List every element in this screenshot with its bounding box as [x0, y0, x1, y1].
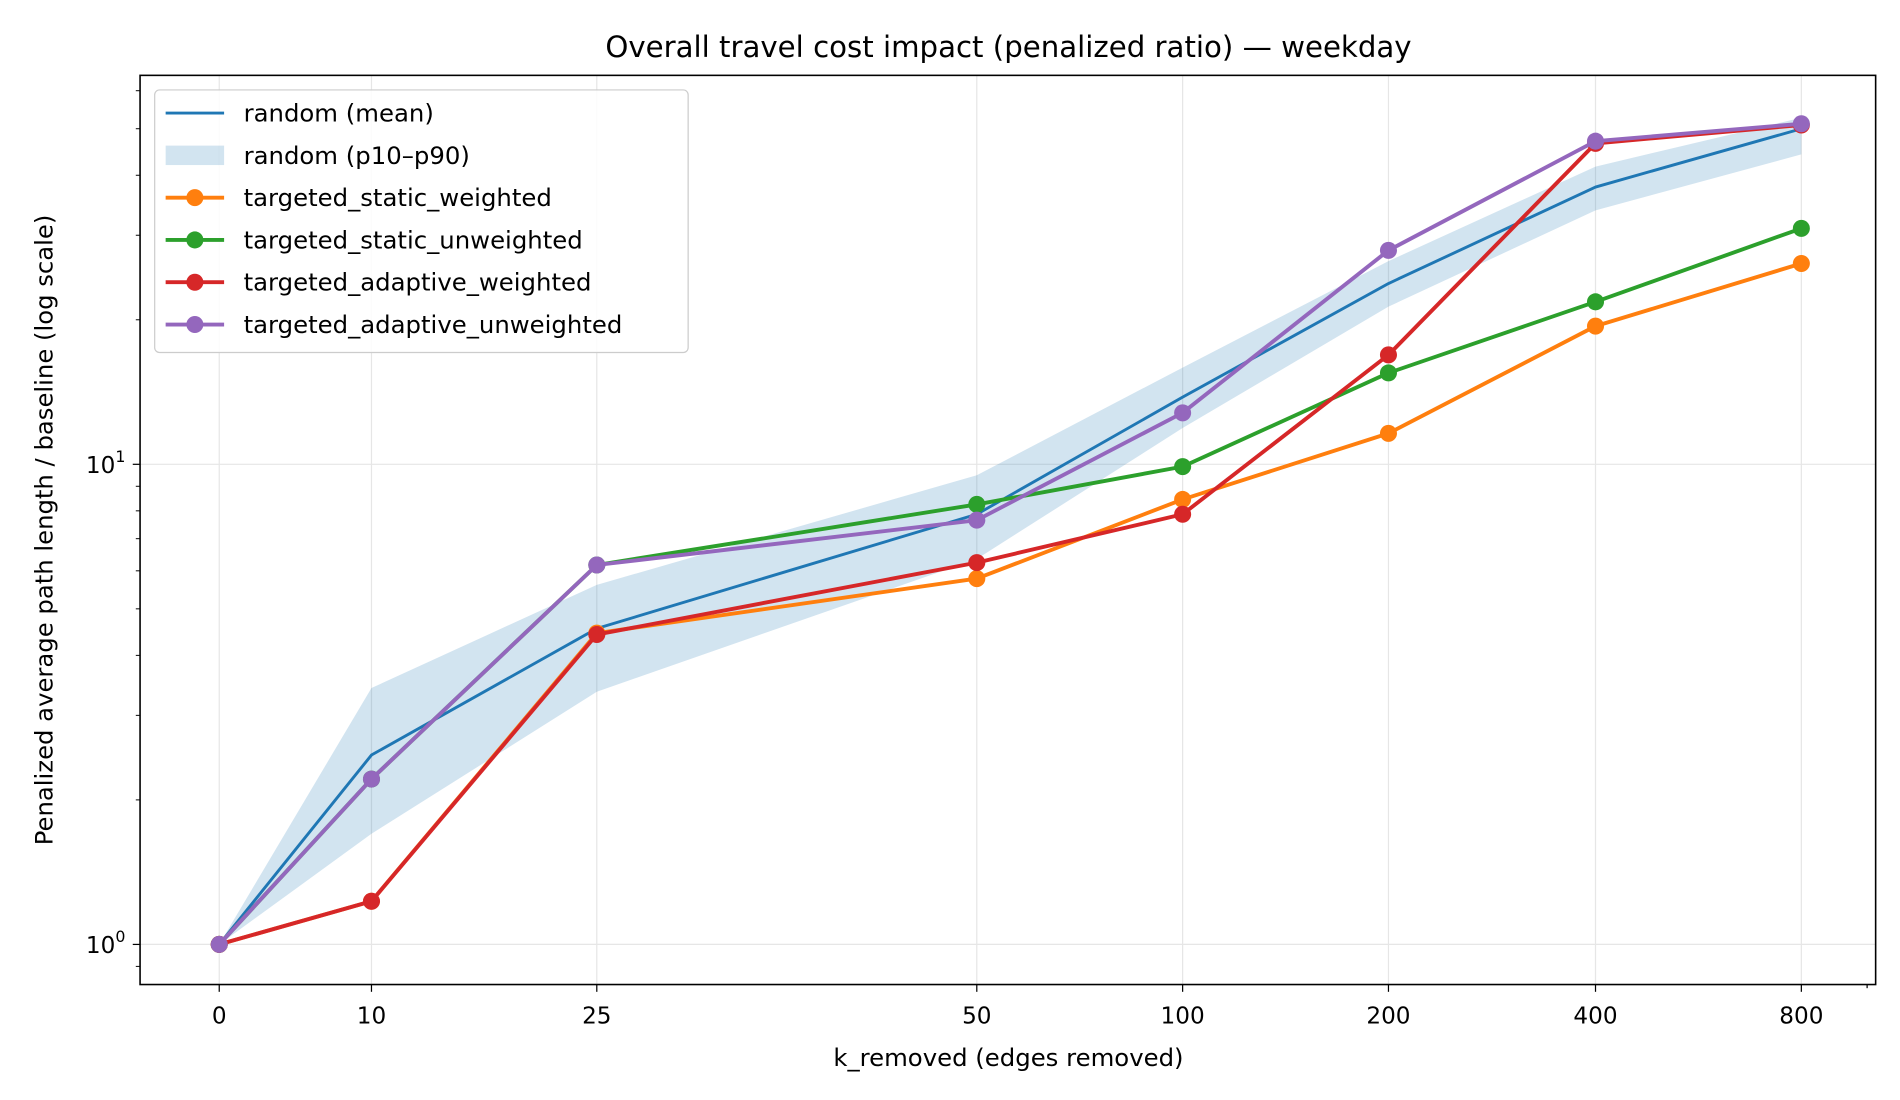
- legend-box: [154, 89, 689, 354]
- data-point-targeted-static-weighted: [968, 570, 986, 588]
- y-tick-exponent: 1: [115, 447, 125, 466]
- x-axis-label: k_removed (edges removed): [833, 1043, 1183, 1072]
- data-point-targeted-adaptive-unweighted: [968, 511, 986, 529]
- data-point-targeted-adaptive-weighted: [968, 554, 986, 572]
- x-tick-label: 50: [962, 1003, 991, 1029]
- data-point-targeted-static-unweighted: [1174, 458, 1192, 476]
- x-tick-label: 10: [357, 1003, 386, 1029]
- data-point-targeted-adaptive-weighted: [588, 626, 606, 644]
- legend-item-targeted-adaptive-weighted: targeted_adaptive_weighted: [165, 268, 592, 297]
- legend-marker: [186, 189, 204, 207]
- x-axis-ticks: 0 10 25 50 100 200 400 800: [212, 984, 1868, 1029]
- legend-item-targeted-static-weighted: targeted_static_weighted: [165, 183, 552, 212]
- legend-item-targeted-adaptive-unweighted: targeted_adaptive_unweighted: [165, 310, 623, 339]
- x-tick-label: 400: [1573, 1003, 1617, 1029]
- series-layer: [210, 115, 1810, 953]
- legend-marker: [186, 273, 204, 291]
- band-random-p10-p90: [219, 117, 1802, 945]
- data-point-targeted-adaptive-unweighted: [1379, 241, 1397, 259]
- x-tick-label: 200: [1366, 1003, 1410, 1029]
- legend-label: targeted_adaptive_unweighted: [244, 310, 623, 339]
- series-line-targeted-adaptive-weighted: [218, 123, 1802, 947]
- data-point-targeted-static-weighted: [1379, 424, 1397, 442]
- legend-item-random-p10-p90: random (p10–p90): [165, 141, 470, 170]
- legend-swatch: [165, 145, 225, 166]
- y-tick-base: 10: [86, 453, 115, 479]
- y-tick-label: 100: [86, 927, 126, 959]
- data-point-targeted-static-unweighted: [1586, 293, 1605, 311]
- series-line-random-mean: [218, 127, 1802, 946]
- data-point-targeted-static-unweighted: [968, 495, 986, 513]
- x-tick-label: 0: [212, 1003, 227, 1029]
- data-point-targeted-static-weighted: [1174, 490, 1192, 508]
- series-targeted-static-weighted: [210, 254, 1810, 953]
- data-point-targeted-adaptive-unweighted: [588, 556, 606, 574]
- legend-label: targeted_static_weighted: [244, 183, 552, 212]
- x-tick-label: 25: [582, 1003, 611, 1029]
- data-point-targeted-adaptive-unweighted: [1792, 115, 1810, 133]
- legend-label: random (p10–p90): [244, 141, 470, 170]
- series-line-targeted-static-weighted: [218, 261, 1802, 947]
- legend-marker: [186, 231, 204, 249]
- data-point-targeted-static-unweighted: [1792, 219, 1810, 237]
- x-tick-label: 100: [1161, 1003, 1205, 1029]
- data-point-targeted-static-unweighted: [1379, 364, 1397, 382]
- data-point-targeted-adaptive-unweighted: [210, 935, 228, 953]
- y-axis-label: Penalized average path length / baseline…: [29, 215, 58, 846]
- legend-label: targeted_adaptive_weighted: [244, 268, 592, 297]
- data-point-targeted-adaptive-weighted: [362, 892, 380, 910]
- data-point-targeted-static-weighted: [1586, 317, 1605, 335]
- y-tick-exponent: 0: [115, 927, 125, 946]
- plot-frame: [139, 74, 1877, 986]
- series-line-targeted-adaptive-unweighted: [217, 121, 1802, 946]
- band-layer: [219, 117, 1802, 945]
- x-tick-label: 800: [1779, 1003, 1823, 1029]
- series-targeted-adaptive-unweighted: [210, 115, 1810, 953]
- data-point-targeted-adaptive-unweighted: [1586, 132, 1605, 150]
- data-point-targeted-adaptive-weighted: [1379, 346, 1397, 364]
- data-point-targeted-adaptive-unweighted: [1174, 404, 1192, 422]
- data-point-targeted-adaptive-weighted: [1174, 505, 1192, 523]
- legend: random (mean) random (p10–p90) targeted_st…: [154, 89, 689, 354]
- legend-label: targeted_static_unweighted: [244, 225, 583, 254]
- y-tick-label: 101: [86, 447, 126, 479]
- data-point-targeted-static-weighted: [1792, 254, 1810, 272]
- legend-label: random (mean): [244, 99, 434, 128]
- series-random-mean: [218, 127, 1802, 946]
- legend-item-targeted-static-unweighted: targeted_static_unweighted: [165, 225, 583, 254]
- y-tick-base: 10: [86, 933, 115, 959]
- chart-title: Overall travel cost impact (penalized ra…: [605, 30, 1411, 64]
- data-point-targeted-adaptive-unweighted: [362, 770, 380, 788]
- legend-item-random-mean: random (mean): [165, 99, 434, 128]
- legend-marker: [186, 316, 204, 334]
